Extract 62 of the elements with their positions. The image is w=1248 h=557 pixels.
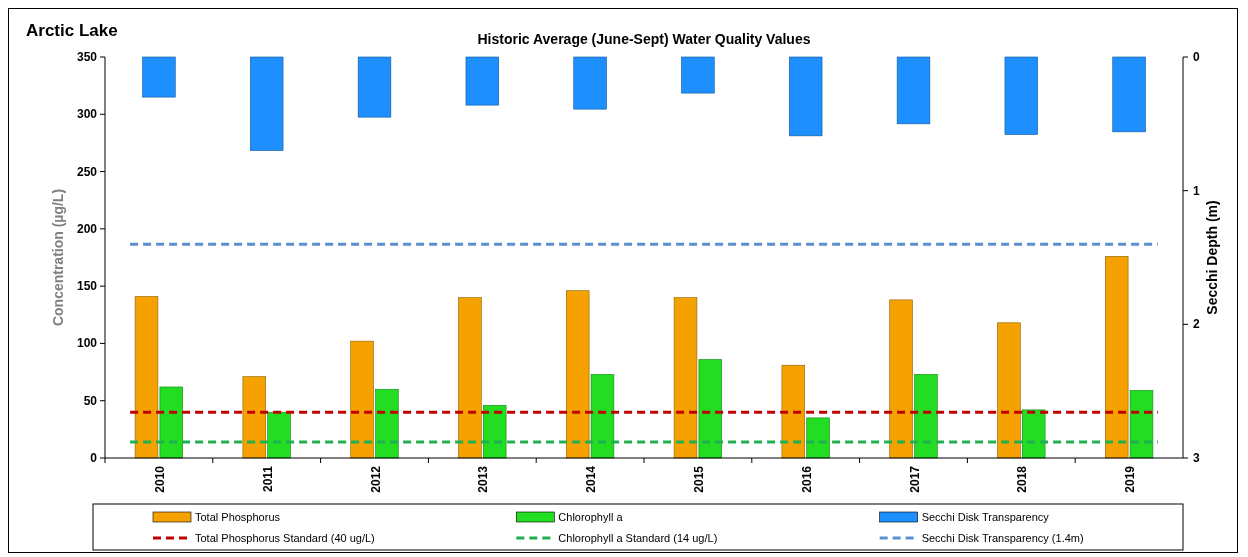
bar — [590, 374, 615, 459]
y-tick-label: 150 — [76, 279, 98, 294]
y-tick-label: 200 — [76, 221, 98, 236]
y2-tick-label: 3 — [1193, 451, 1200, 465]
y-tick-label: 350 — [76, 50, 98, 64]
y-tick-label: 50 — [83, 393, 98, 408]
x-tick-label: 2013 — [476, 465, 491, 493]
bar — [566, 290, 590, 459]
legend-label: Total Phosphorus — [195, 511, 281, 523]
bar — [1105, 256, 1129, 459]
bar — [914, 374, 938, 459]
bar — [465, 56, 499, 106]
x-tick-label: 2011 — [260, 465, 275, 493]
y-tick-label: 300 — [76, 107, 98, 122]
bar — [1112, 56, 1146, 133]
bar — [698, 359, 722, 459]
legend-label: Chlorophyll a Standard (14 ug/L) — [558, 532, 718, 544]
bar — [997, 322, 1021, 459]
bar — [350, 340, 374, 459]
bar — [1129, 390, 1154, 459]
y2-tick-label: 1 — [1193, 183, 1200, 198]
bar — [357, 56, 392, 118]
bar — [483, 405, 507, 459]
x-tick-label: 2012 — [368, 465, 383, 493]
bar — [458, 297, 482, 459]
legend-label: Secchi Disk Transparency (1.4m) — [921, 532, 1084, 544]
x-tick-label: 2015 — [691, 465, 706, 493]
bar — [1022, 409, 1046, 459]
chart-title: Historic Average (June-Sept) Water Quality Values — [477, 31, 811, 47]
bar — [573, 56, 607, 110]
x-tick-label: 2010 — [152, 465, 167, 493]
bar — [242, 376, 266, 459]
bar — [681, 56, 715, 94]
x-tick-label: 2016 — [799, 465, 814, 493]
legend-label: Total Phosphorus Standard (40 ug/L) — [195, 532, 375, 544]
y-tick-label: 100 — [76, 336, 98, 351]
bar — [159, 386, 183, 459]
bar — [896, 56, 931, 125]
bar — [806, 417, 830, 459]
bar — [267, 411, 291, 459]
bar — [134, 296, 159, 459]
bar — [673, 297, 698, 459]
bar — [1004, 56, 1038, 135]
bar — [142, 56, 176, 98]
bar — [889, 299, 913, 459]
chart-subtitle: Arctic Lake — [26, 21, 118, 40]
y2-tick-label: 2 — [1193, 317, 1200, 332]
bar — [375, 388, 399, 459]
x-tick-label: 2017 — [907, 465, 922, 493]
y-tick-label: 0 — [90, 451, 98, 465]
bar — [250, 56, 284, 151]
x-tick-label: 2014 — [584, 465, 599, 493]
legend-label: Chlorophyll a — [558, 511, 624, 523]
bar — [789, 56, 823, 137]
y2-axis-title: Secchi Depth (m) — [1204, 200, 1220, 315]
x-tick-label: 2019 — [1123, 465, 1138, 493]
y-tick-label: 250 — [76, 164, 98, 179]
y-axis-title: Concentration (µg/L) — [50, 188, 66, 327]
legend-label: Secchi Disk Transparency — [921, 511, 1050, 523]
y2-tick-label: 0 — [1193, 50, 1200, 64]
x-tick-label: 2018 — [1015, 465, 1030, 493]
bar — [781, 364, 805, 459]
